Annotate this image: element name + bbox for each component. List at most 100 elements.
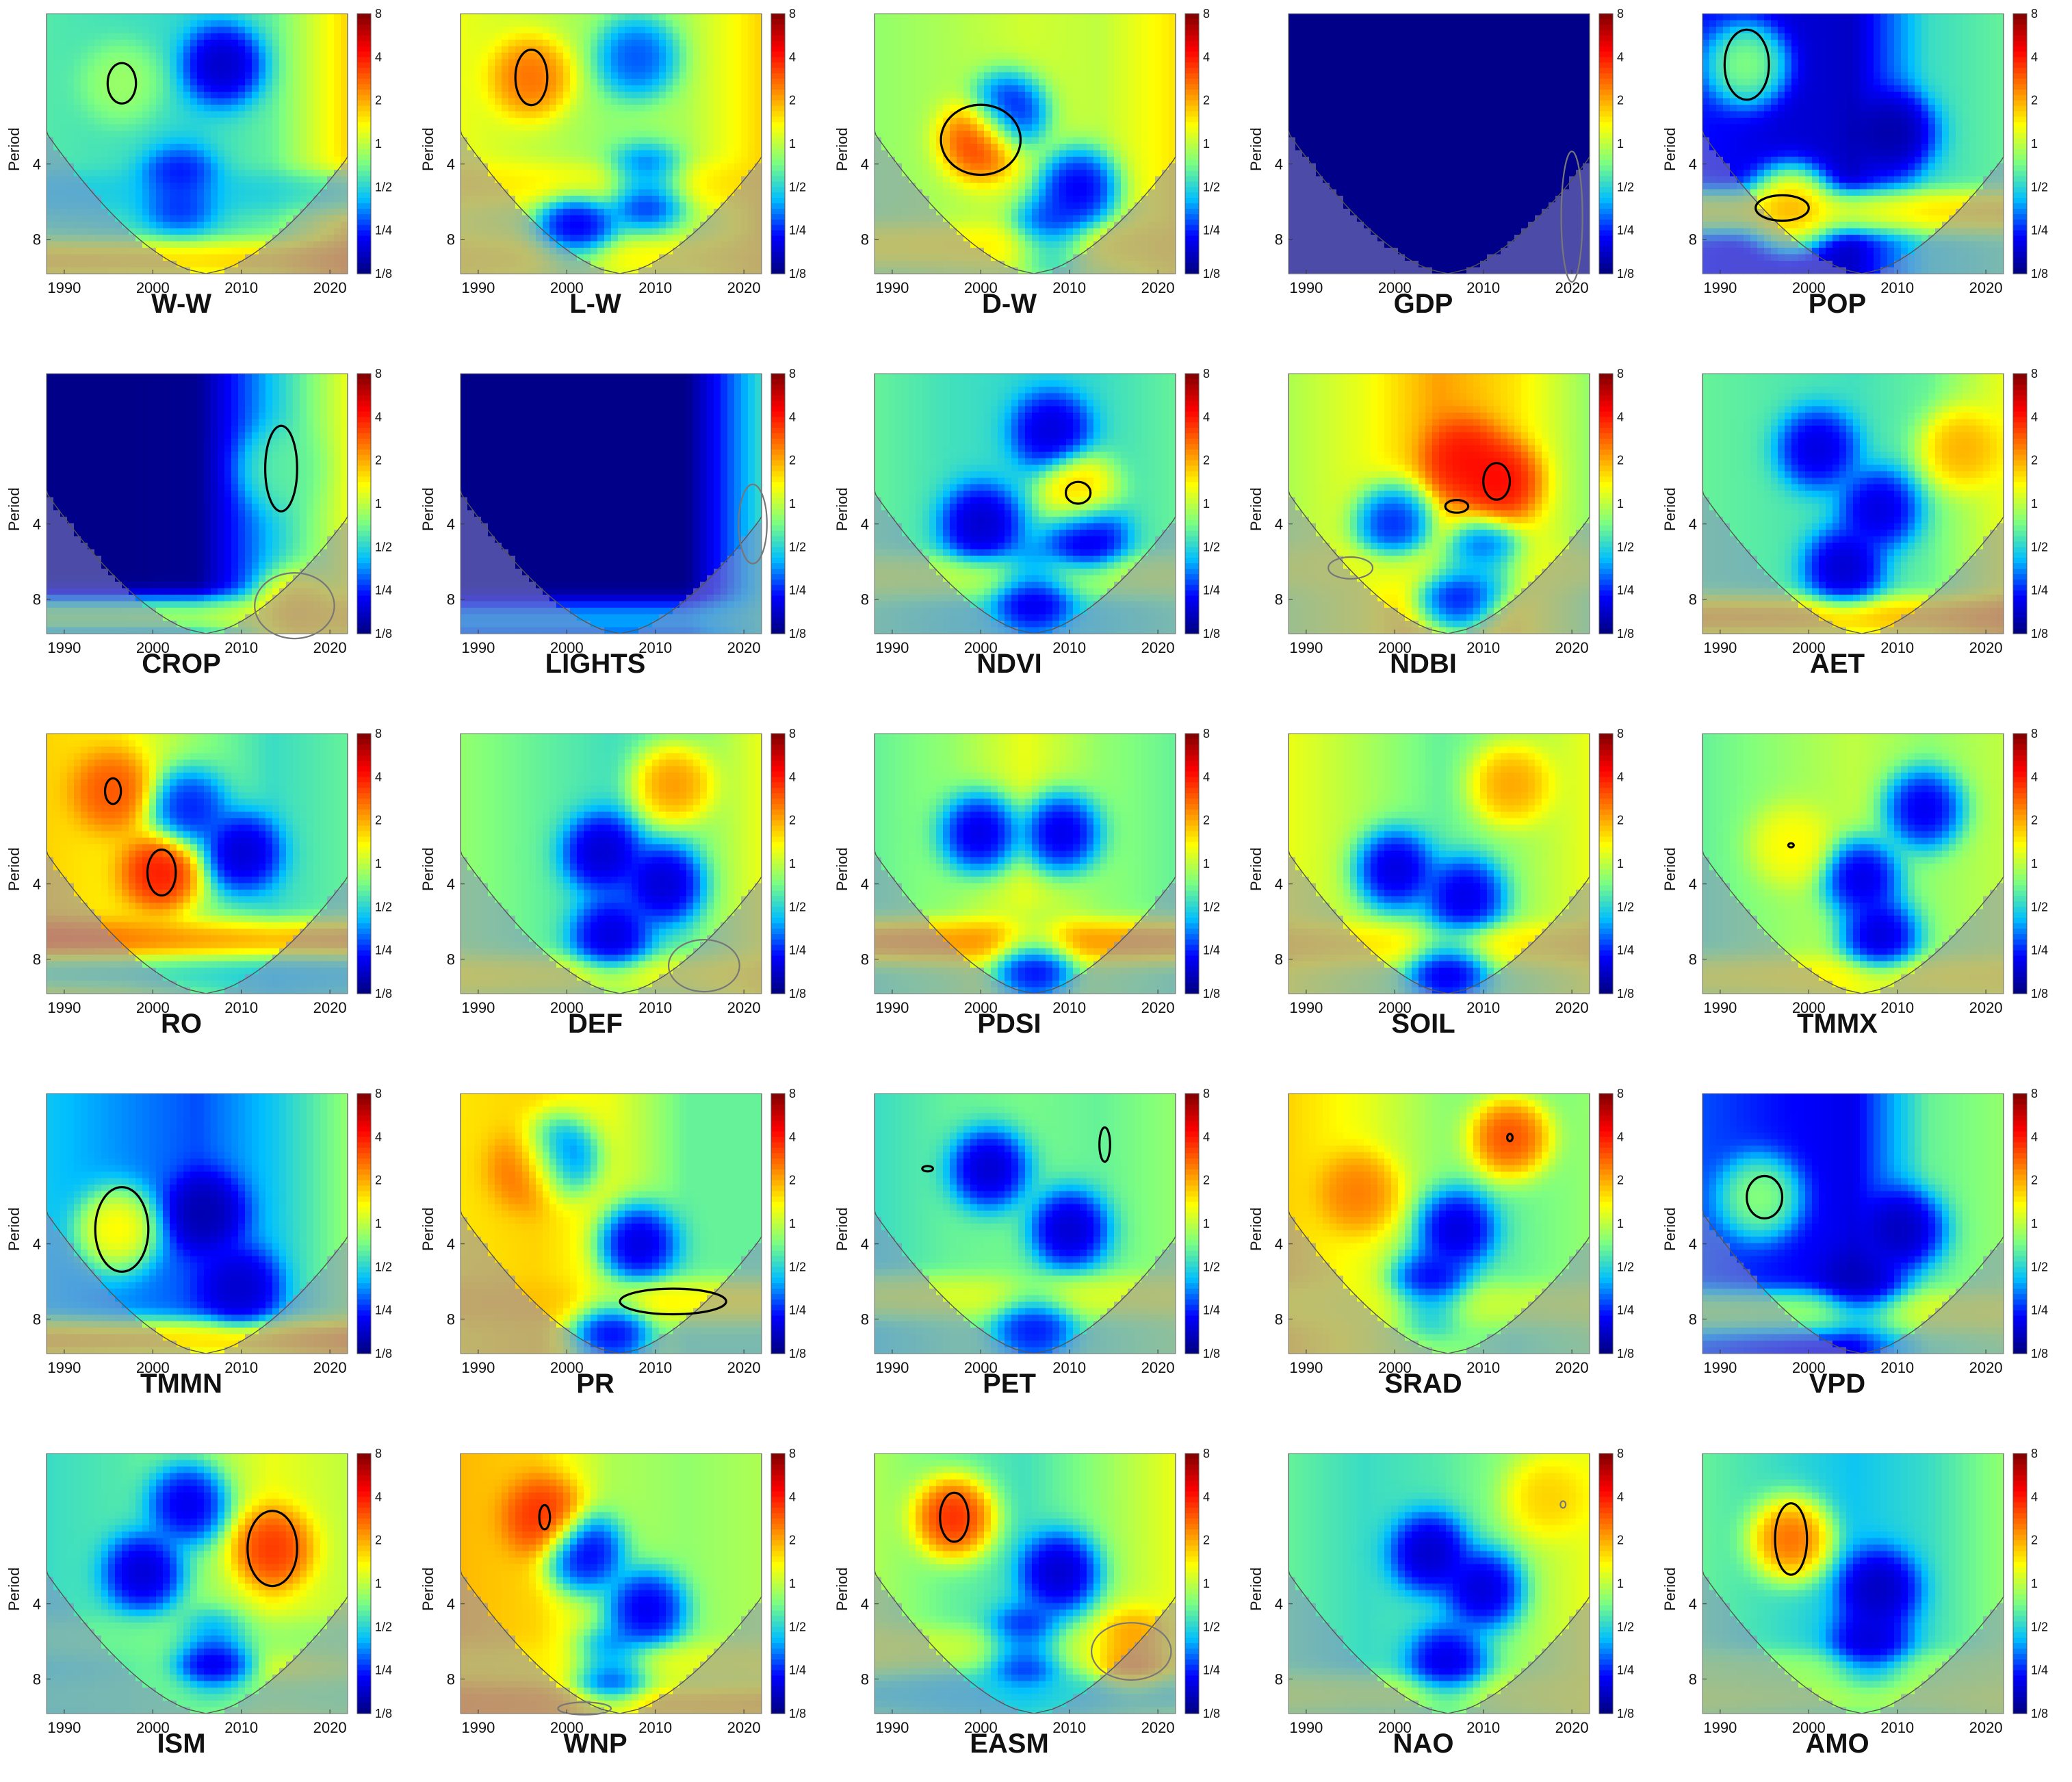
heatmap-cell	[1011, 60, 1019, 66]
heatmap-cell	[1100, 47, 1108, 53]
heatmap-cell	[625, 21, 632, 27]
heatmap-cell	[1141, 183, 1149, 190]
heatmap-cell	[625, 99, 632, 105]
heatmap-cell	[1046, 47, 1053, 53]
heatmap-cell	[673, 157, 680, 164]
heatmap-cell	[1128, 99, 1135, 105]
heatmap-cell	[1114, 190, 1122, 196]
heatmap-cell	[875, 144, 882, 151]
heatmap-cell	[266, 66, 273, 73]
heatmap-cell	[231, 21, 239, 27]
heatmap-cell	[1011, 27, 1019, 34]
heatmap-cell	[1073, 73, 1080, 79]
heatmap-cell	[495, 99, 502, 105]
heatmap-cell	[94, 60, 102, 66]
heatmap-cell	[94, 112, 102, 118]
heatmap-cell	[1005, 99, 1012, 105]
heatmap-cell	[584, 105, 591, 112]
heatmap-cell	[115, 73, 122, 79]
heatmap-cell	[638, 235, 646, 242]
heatmap-cell	[645, 112, 653, 118]
heatmap-cell	[922, 131, 930, 138]
heatmap-cell	[700, 151, 708, 157]
heatmap-cell	[673, 21, 680, 27]
heatmap-cell	[467, 222, 475, 229]
colorbar-tick-label: 1	[789, 137, 796, 151]
heatmap-cell	[320, 138, 328, 144]
heatmap-cell	[108, 40, 116, 47]
heatmap-cell	[293, 196, 300, 203]
heatmap-cell	[522, 27, 530, 34]
heatmap-cell	[888, 21, 896, 27]
heatmap-cell	[556, 118, 564, 125]
heatmap-cell	[313, 151, 321, 157]
heatmap-cell	[929, 47, 937, 53]
heatmap-cell	[611, 99, 619, 105]
heatmap-cell	[211, 177, 218, 183]
heatmap-cell	[1005, 92, 1012, 99]
heatmap-cell	[734, 53, 742, 60]
heatmap-cell	[563, 47, 571, 53]
heatmap-cell	[108, 203, 116, 209]
heatmap-cell	[231, 66, 239, 73]
heatmap-cell	[1155, 92, 1163, 99]
heatmap-cell	[47, 235, 54, 242]
heatmap-cell	[1011, 99, 1019, 105]
heatmap-cell	[211, 157, 218, 164]
heatmap-cell	[748, 248, 755, 255]
heatmap-cell	[679, 190, 687, 196]
heatmap-cell	[638, 183, 646, 190]
heatmap-cell	[272, 118, 280, 125]
heatmap-cell	[597, 27, 605, 34]
heatmap-cell	[327, 47, 335, 53]
heatmap-cell	[74, 105, 81, 112]
heatmap-cell	[259, 112, 266, 118]
heatmap-cell	[584, 196, 591, 203]
heatmap-cell	[474, 164, 482, 170]
colorbar-swatch	[357, 30, 371, 36]
heatmap-cell	[998, 40, 1005, 47]
y-tick-label: 8	[33, 231, 41, 248]
heatmap-cell	[998, 79, 1005, 86]
heatmap-cell	[53, 60, 61, 66]
heatmap-cell	[1128, 34, 1135, 40]
heatmap-cell	[313, 79, 321, 86]
heatmap-cell	[142, 261, 150, 268]
heatmap-cell	[1141, 125, 1149, 131]
heatmap-cell	[320, 34, 328, 40]
heatmap-cell	[632, 190, 639, 196]
heatmap-cell	[142, 99, 150, 105]
heatmap-cell	[618, 73, 625, 79]
heatmap-cell	[604, 203, 612, 209]
heatmap-cell	[977, 21, 985, 27]
heatmap-cell	[1155, 118, 1163, 125]
heatmap-cell	[502, 255, 509, 261]
colorbar-swatch	[357, 57, 371, 63]
heatmap-cell	[556, 216, 564, 222]
heatmap-cell	[679, 105, 687, 112]
heatmap-cell	[597, 66, 605, 73]
heatmap-cell	[94, 40, 102, 47]
heatmap-cell	[929, 34, 937, 40]
heatmap-cell	[293, 203, 300, 209]
heatmap-cell	[1066, 53, 1074, 60]
heatmap-cell	[190, 255, 198, 261]
heatmap-cell	[135, 21, 143, 27]
heatmap-cell	[963, 151, 971, 157]
heatmap-cell	[1162, 27, 1169, 34]
heatmap-cell	[727, 255, 735, 261]
heatmap-cell	[563, 170, 571, 177]
colorbar-swatch	[771, 133, 785, 139]
heatmap-cell	[1135, 177, 1142, 183]
heatmap-cell	[984, 164, 992, 170]
heatmap-cell	[88, 92, 95, 99]
heatmap-cell	[1039, 73, 1046, 79]
heatmap-cell	[673, 203, 680, 209]
heatmap-cell	[984, 27, 992, 34]
heatmap-cell	[204, 86, 211, 92]
heatmap-cell	[929, 21, 937, 27]
heatmap-cell	[156, 86, 164, 92]
heatmap-cell	[488, 164, 495, 170]
heatmap-cell	[245, 216, 252, 222]
heatmap-cell	[122, 53, 129, 60]
